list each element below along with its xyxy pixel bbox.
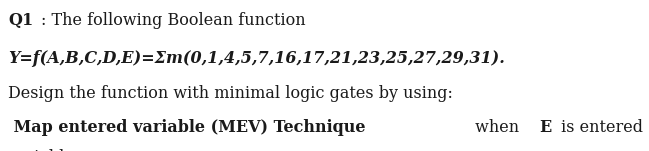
Text: Design the function with minimal logic gates by using:: Design the function with minimal logic g… — [8, 85, 453, 102]
Text: : The following Boolean function: : The following Boolean function — [41, 12, 306, 29]
Text: E: E — [540, 119, 552, 136]
Text: variable.: variable. — [8, 149, 79, 151]
Text: Q1: Q1 — [8, 12, 34, 29]
Text: Map entered variable (MEV) Technique: Map entered variable (MEV) Technique — [8, 119, 366, 136]
Text: Y=f(A,B,C,D,E)=Σm(0,1,4,5,7,16,17,21,23,25,27,29,31).: Y=f(A,B,C,D,E)=Σm(0,1,4,5,7,16,17,21,23,… — [8, 50, 506, 67]
Text: is entered: is entered — [556, 119, 643, 136]
Text: when: when — [470, 119, 524, 136]
